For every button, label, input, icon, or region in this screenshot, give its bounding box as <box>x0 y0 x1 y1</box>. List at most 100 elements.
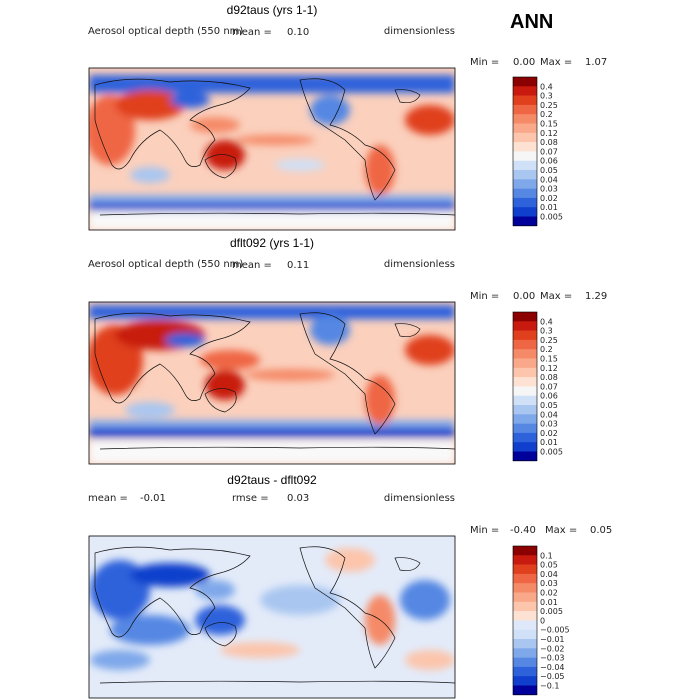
panel-3: d92taus - dflt092 mean = -0.01 rmse = 0.… <box>88 473 612 699</box>
colorbar-frame <box>512 545 538 696</box>
colorbar-level-label: 0.03 <box>540 420 558 429</box>
panel-2: dflt092 (yrs 1-1) Aerosol optical depth … <box>88 236 607 465</box>
colorbar-level-label: 0.1 <box>540 551 553 560</box>
colorbar-level-label: 0.2 <box>540 110 553 119</box>
colorbar-swatch <box>513 132 537 143</box>
colorbar-swatch <box>513 432 537 443</box>
colorbar-level-label: 0.3 <box>540 92 553 101</box>
panel-3-units: dimensionless <box>384 493 455 504</box>
colorbar-frame <box>512 311 538 462</box>
colorbar-swatch <box>513 423 537 434</box>
colorbar-level-label: −0.01 <box>540 635 565 644</box>
colorbar-swatch <box>513 330 537 341</box>
panel-1-frame <box>88 67 456 231</box>
panel-1-mean-value: 0.10 <box>287 27 309 38</box>
panel-1-min-value: 0.00 <box>513 57 535 68</box>
colorbar-swatch <box>513 601 537 612</box>
colorbar-level-label: 0.04 <box>540 410 558 419</box>
colorbar-swatch <box>513 592 537 603</box>
panel-3-min-value: -0.40 <box>510 525 536 536</box>
colorbar-swatch <box>513 77 537 87</box>
colorbar-swatch <box>513 179 537 189</box>
colorbar-level-label: 0.08 <box>540 138 558 147</box>
colorbar-level-label: −0.05 <box>540 672 565 681</box>
colorbar-swatch <box>513 629 537 640</box>
panel-3-map <box>89 536 455 698</box>
colorbar-swatch <box>513 414 537 424</box>
panel-1-units: dimensionless <box>384 26 455 37</box>
colorbar-level-label: 0.04 <box>540 175 558 184</box>
panel-3-rmse-label: rmse = <box>232 493 269 504</box>
colorbar-level-label: 0.05 <box>540 166 558 175</box>
colorbar-level-label: 0.005 <box>540 448 563 457</box>
colorbar-swatch <box>513 546 537 556</box>
panel-3-colorbar: 0.10.050.040.030.020.010.0050−0.005−0.01… <box>512 545 570 696</box>
colorbar-level-label: 0.04 <box>540 570 558 579</box>
colorbar-level-label: 0.02 <box>540 429 558 438</box>
panel-2-min-value: 0.00 <box>513 291 535 302</box>
panel-2-map <box>89 302 455 464</box>
panel-3-min-label: Min = <box>470 525 499 536</box>
colorbar-swatch <box>513 442 537 452</box>
panel-2-min-label: Min = <box>470 291 499 302</box>
colorbar-swatch <box>513 86 537 96</box>
colorbar-swatch <box>513 639 537 649</box>
colorbar-swatch <box>513 573 537 584</box>
colorbar-level-label: 0.06 <box>540 157 558 166</box>
colorbar-level-label: 0.15 <box>540 355 558 364</box>
colorbar-level-label: 0.03 <box>540 579 558 588</box>
colorbar-level-label: 0.15 <box>540 120 558 129</box>
colorbar-level-label: 0.01 <box>540 438 558 447</box>
colorbar-level-label: −0.1 <box>540 682 559 691</box>
panel-3-max-value: 0.05 <box>590 525 612 536</box>
panel-3-coastlines <box>94 546 455 684</box>
colorbar-level-label: 0 <box>540 616 545 625</box>
colorbar-swatch <box>513 123 537 134</box>
colorbar-level-label: 0.06 <box>540 392 558 401</box>
colorbar-level-label: −0.03 <box>540 654 565 663</box>
colorbar-swatch <box>513 216 537 227</box>
panel-1-title: d92taus (yrs 1-1) <box>227 3 318 17</box>
colorbar-level-label: −0.005 <box>540 626 570 635</box>
colorbar-level-label: −0.04 <box>540 663 565 672</box>
colorbar-swatch <box>513 142 537 152</box>
colorbar-level-label: 0.02 <box>540 589 558 598</box>
colorbar-level-label: 0.3 <box>540 327 553 336</box>
panel-3-frame <box>88 535 456 699</box>
colorbar-swatch <box>513 312 537 322</box>
colorbar-swatch <box>513 95 537 106</box>
panel-2-mean-label: mean = <box>232 260 272 271</box>
colorbar-level-label: 0.03 <box>540 185 558 194</box>
colorbar-swatch <box>513 114 537 124</box>
colorbar-level-label: 0.08 <box>540 373 558 382</box>
colorbar-level-label: −0.02 <box>540 644 565 653</box>
colorbar-swatch <box>513 321 537 331</box>
colorbar-swatch <box>513 358 537 369</box>
panel-3-mean-value: -0.01 <box>140 493 166 504</box>
colorbar-level-label: 0.07 <box>540 147 558 156</box>
panel-1-variable: Aerosol optical depth (550 nm) <box>88 26 243 37</box>
season-label: ANN <box>510 11 553 33</box>
colorbar-level-label: 0.12 <box>540 364 558 373</box>
colorbar-swatch <box>513 104 537 115</box>
colorbar-level-label: 0.02 <box>540 194 558 203</box>
panel-1-max-label: Max = <box>540 57 572 68</box>
panel-1-colorbar: 0.40.30.250.20.150.120.080.070.060.050.0… <box>512 76 563 227</box>
colorbar-level-label: 0.4 <box>540 82 553 91</box>
panel-2-variable: Aerosol optical depth (550 nm) <box>88 259 243 270</box>
colorbar-swatch <box>513 377 537 387</box>
panel-3-mean-label: mean = <box>88 493 128 504</box>
colorbar-swatch <box>513 386 537 396</box>
panel-2-colorbar: 0.40.30.250.20.150.120.080.070.060.050.0… <box>512 311 563 462</box>
colorbar-swatch <box>513 676 537 686</box>
panel-3-rmse-value: 0.03 <box>287 493 309 504</box>
panel-3-max-label: Max = <box>545 525 577 536</box>
colorbar-swatch <box>513 611 537 621</box>
panel-1-coastlines <box>94 78 455 216</box>
colorbar-level-label: 0.25 <box>540 336 558 345</box>
colorbar-level-label: 0.05 <box>540 401 558 410</box>
panel-1-min-label: Min = <box>470 57 499 68</box>
colorbar-swatch <box>513 207 537 217</box>
panel-3-title: d92taus - dflt092 <box>227 473 317 487</box>
